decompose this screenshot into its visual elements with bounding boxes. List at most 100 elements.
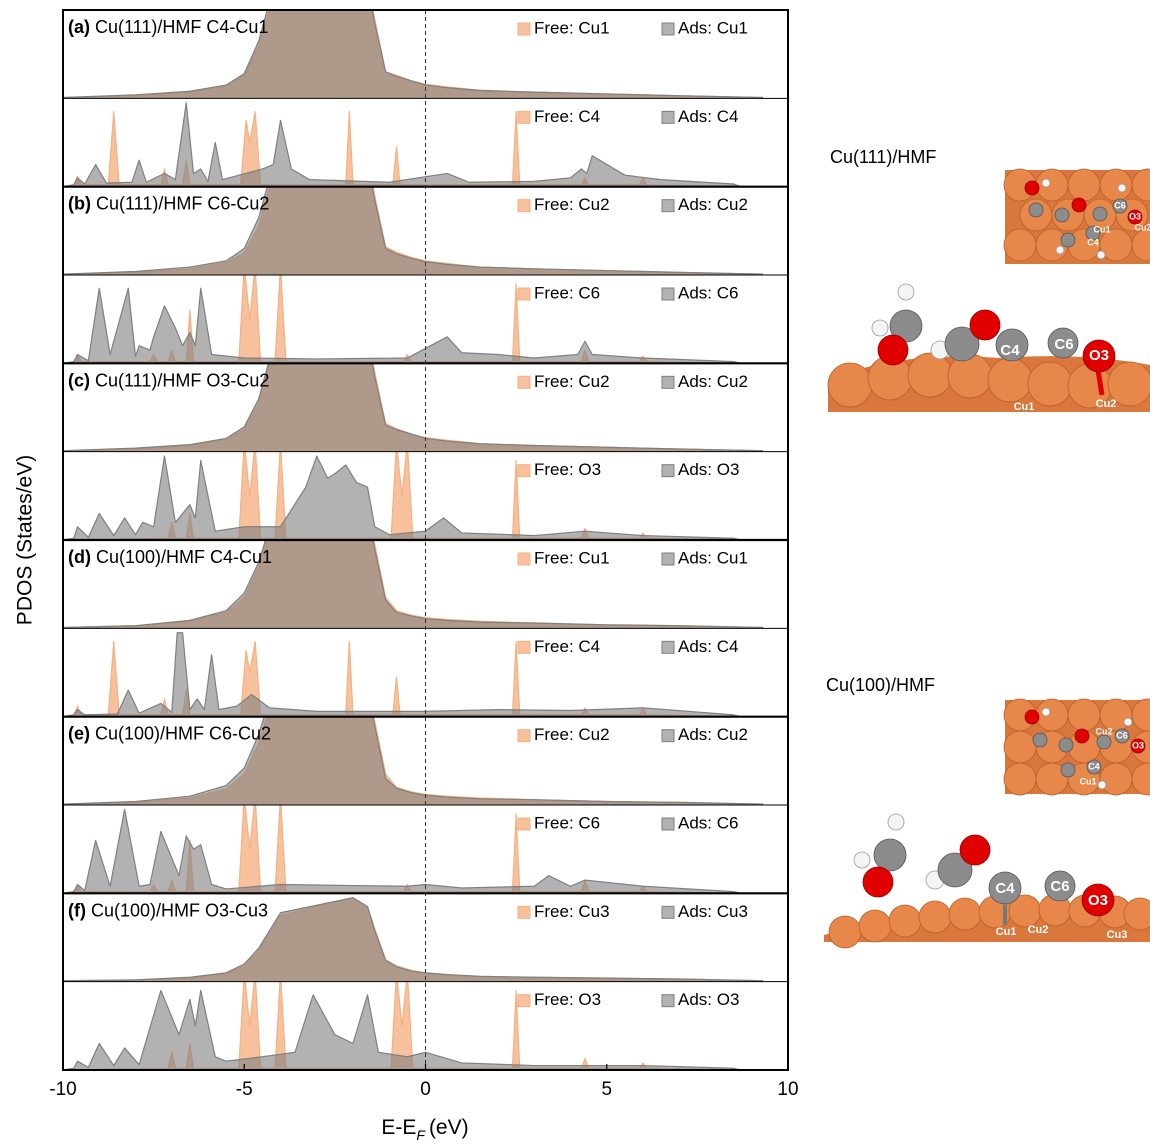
atom-label: Cu1 — [1079, 776, 1096, 786]
legend-swatch — [518, 465, 530, 477]
legend-swatch — [518, 730, 530, 742]
top-view-atoms — [1004, 699, 1150, 795]
y-axis-label: PDOS (States/eV) — [14, 455, 37, 625]
atom-label: C6 — [1054, 336, 1073, 353]
legend-swatch — [662, 200, 674, 212]
legend-swatch — [662, 376, 674, 388]
legend-swatch — [518, 23, 530, 35]
legend-swatch — [662, 111, 674, 123]
legend-swatch — [662, 553, 674, 565]
legend-label: Ads: Cu2 — [678, 725, 748, 744]
panel-name: Cu(100)/HMF O3-Cu3 — [91, 900, 268, 920]
legend-label: Free: C6 — [534, 813, 600, 832]
legend-swatch — [662, 288, 674, 300]
x-tick-label: 5 — [601, 1079, 612, 1100]
legend-swatch — [662, 23, 674, 35]
atom-label: C6 — [1050, 878, 1069, 895]
atom-label: Cu1 — [996, 926, 1017, 938]
legend-swatch — [518, 641, 530, 653]
legend-label: Free: C4 — [534, 107, 600, 126]
atom-label: Cu2 — [1028, 924, 1049, 936]
legend-label: Ads: C4 — [678, 107, 738, 126]
atom-label: Cu3 — [1107, 929, 1128, 941]
panel-letter: (a) — [68, 17, 90, 37]
x-tick-label: -5 — [236, 1079, 253, 1100]
panel-letter: (d) — [68, 547, 91, 567]
legend-swatch — [518, 200, 530, 212]
legend-swatch — [662, 995, 674, 1007]
legend-label: Ads: C6 — [678, 813, 738, 832]
panel — [63, 973, 763, 1070]
x-label-subscript: F — [416, 1127, 426, 1143]
atom-label: C4 — [995, 880, 1015, 897]
legend-label: Free: Cu2 — [534, 195, 610, 214]
panel-letter: (e) — [68, 723, 90, 743]
atom-label: Cu1 — [1014, 401, 1035, 413]
panel-title: (c)Cu(111)/HMF O3-Cu2 — [68, 370, 269, 390]
panel-title: (a)Cu(111)/HMF C4-Cu1 — [68, 17, 268, 37]
legend-label: Ads: Cu3 — [678, 902, 748, 921]
atom-label: O3 — [1088, 892, 1108, 909]
panel-name: Cu(111)/HMF C4-Cu1 — [95, 17, 268, 37]
legend-label: Ads: Cu2 — [678, 372, 748, 391]
pdos-area — [63, 103, 741, 187]
atom-label: C4 — [1000, 342, 1020, 359]
panel-title: (d)Cu(100)/HMF C4-Cu1 — [68, 547, 272, 567]
atom-label: Cu2 — [1095, 726, 1112, 736]
atom-label: C4 — [1088, 761, 1100, 771]
pdos-area — [63, 642, 763, 717]
legend-label: Free: Cu1 — [534, 18, 610, 37]
legend-swatch — [662, 818, 674, 830]
panel — [63, 796, 763, 893]
panel — [63, 0, 763, 98]
atom-label: C4 — [1087, 237, 1099, 247]
atom-label: O3 — [1089, 347, 1109, 364]
structure-title: Cu(100)/HMF — [826, 675, 935, 695]
panel-name: Cu(111)/HMF C6-Cu2 — [96, 193, 269, 213]
legend-swatch — [662, 906, 674, 918]
x-label-main: E-E — [381, 1116, 416, 1139]
panel-name: Cu(111)/HMF O3-Cu2 — [95, 370, 269, 390]
legend-label: Ads: Cu2 — [678, 195, 748, 214]
legend-swatch — [518, 111, 530, 123]
legend-label: Free: C6 — [534, 283, 600, 302]
panel — [63, 103, 763, 187]
legend-label: Free: Cu1 — [534, 548, 610, 567]
legend-label: Free: Cu2 — [534, 725, 610, 744]
x-axis-label: E-EF(eV) — [381, 1116, 468, 1143]
atom-label: Cu2 — [1134, 222, 1150, 232]
panel-letter: (b) — [68, 193, 91, 213]
plots: Free: Cu1 Ads: Cu1 (a)Cu(111)/HMF C4-Cu1 Fr… — [49, 0, 798, 1100]
legend-swatch — [518, 553, 530, 565]
legend-swatch — [662, 641, 674, 653]
panel-letter: (f) — [68, 900, 86, 920]
legend-swatch — [518, 906, 530, 918]
legend-swatch — [662, 730, 674, 742]
atom-label: Cu1 — [1093, 224, 1110, 234]
panel-title: (e)Cu(100)/HMF C6-Cu2 — [68, 723, 271, 743]
legend-label: Ads: C4 — [678, 637, 738, 656]
legend-swatch — [518, 995, 530, 1007]
structure-111: Cu(111)/HMF C6 Cu1 C4 O3 Cu2 C4 C6 O3 Cu… — [828, 147, 1150, 413]
legend-swatch — [518, 288, 530, 300]
atom-label: O3 — [1129, 211, 1141, 221]
x-tick-label: 10 — [777, 1079, 798, 1100]
pdos-area — [63, 809, 741, 893]
x-tick-label: 0 — [420, 1079, 431, 1100]
legend-label: Ads: Cu1 — [678, 548, 748, 567]
legend-label: Ads: Cu1 — [678, 18, 748, 37]
panel-letter: (c) — [68, 370, 90, 390]
figure: Free: Cu1 Ads: Cu1 (a)Cu(111)/HMF C4-Cu1 Fr… — [0, 0, 1150, 1145]
atom-label: C6 — [1114, 200, 1126, 210]
legend-label: Free: C4 — [534, 637, 600, 656]
legend-label: Ads: O3 — [678, 990, 739, 1009]
panel-name: Cu(100)/HMF C4-Cu1 — [96, 547, 272, 567]
panel-title: (b)Cu(111)/HMF C6-Cu2 — [68, 193, 269, 213]
legend-label: Ads: C6 — [678, 283, 738, 302]
legend-label: Free: Cu2 — [534, 372, 610, 391]
panel-title: (f) Cu(100)/HMF O3-Cu3 — [68, 900, 268, 920]
x-tick-label: -10 — [49, 1079, 76, 1100]
atom-label: C6 — [1116, 730, 1128, 740]
panel — [63, 443, 763, 540]
legend-label: Free: Cu3 — [534, 902, 610, 921]
